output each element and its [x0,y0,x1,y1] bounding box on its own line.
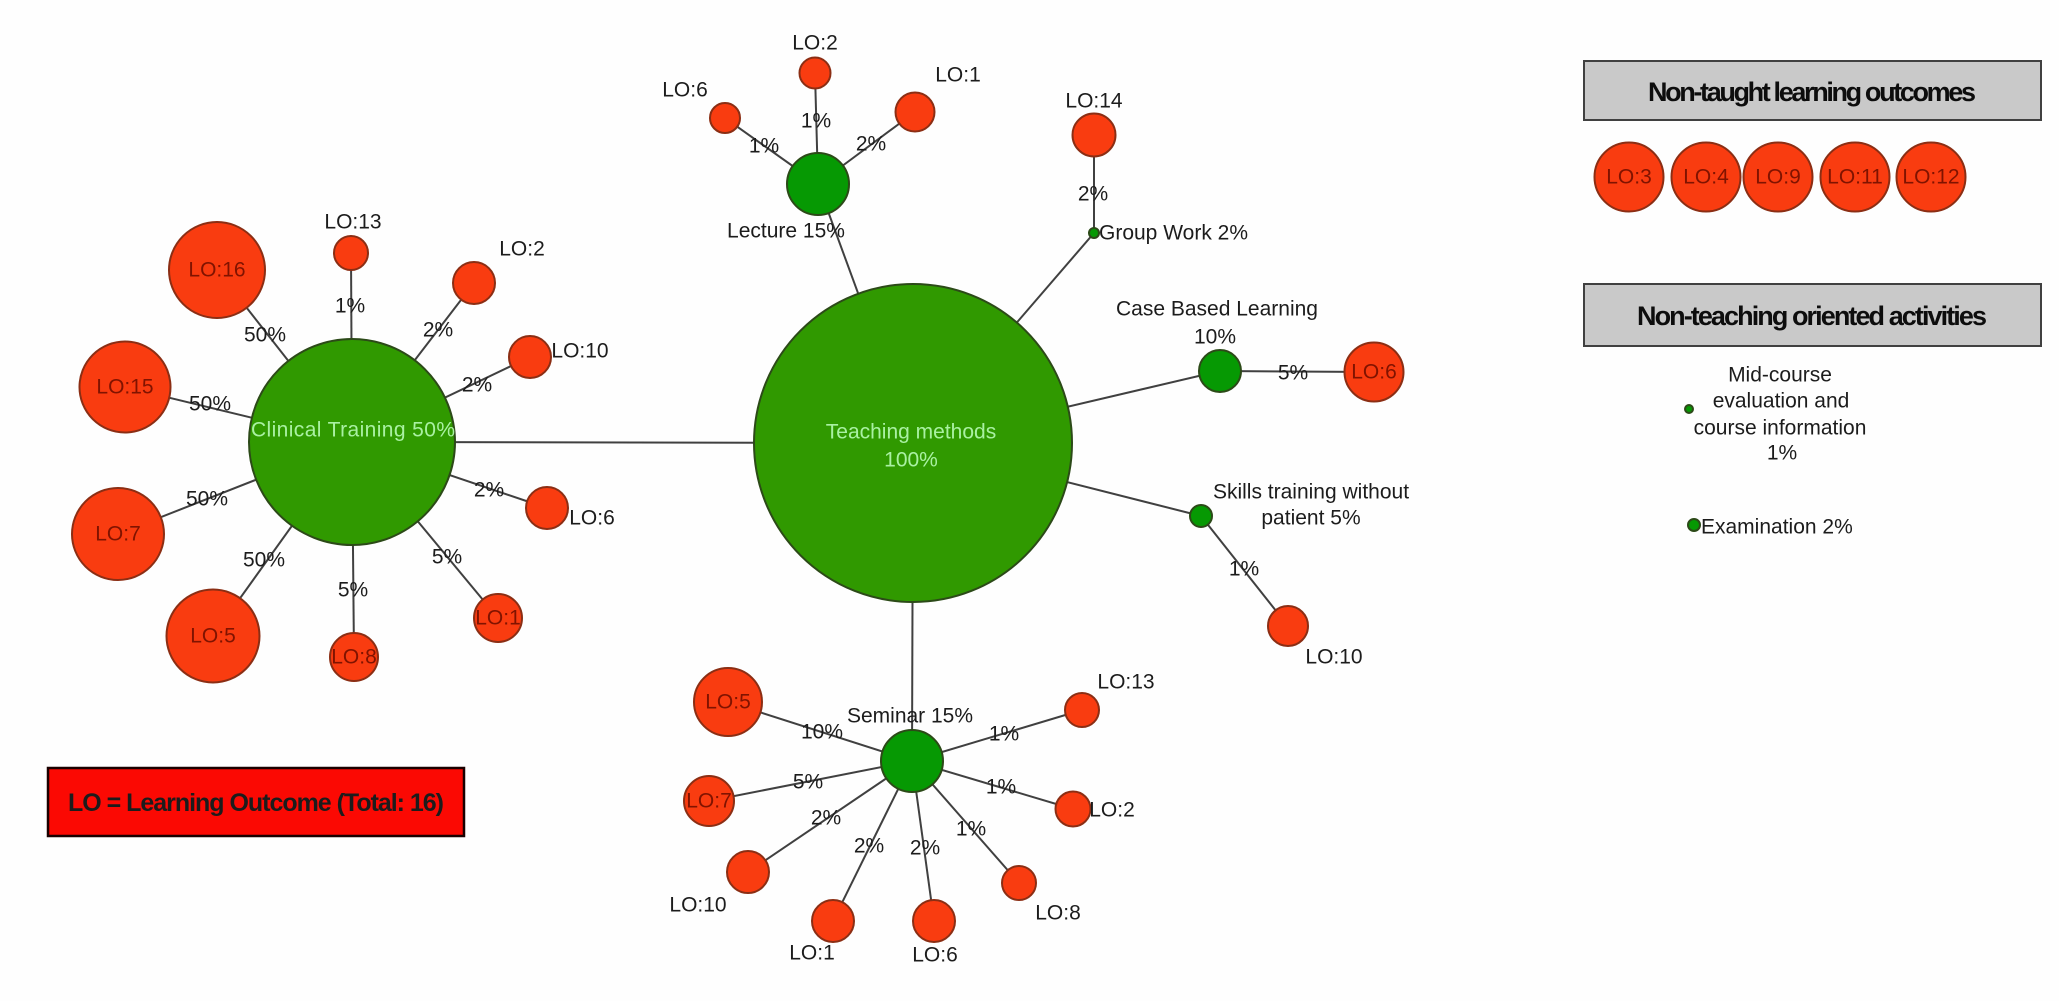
svg-text:Skills training without: Skills training without [1213,481,1409,504]
svg-text:Non-taught learning outcomes: Non-taught learning outcomes [1648,77,1976,107]
svg-text:2%: 2% [1078,183,1108,206]
svg-text:Mid-course: Mid-course [1728,364,1832,387]
svg-text:LO:13: LO:13 [324,211,381,234]
svg-text:5%: 5% [432,546,462,569]
svg-text:LO:12: LO:12 [1902,166,1959,189]
svg-text:LO:8: LO:8 [1035,902,1081,925]
svg-text:LO:2: LO:2 [499,238,545,261]
svg-text:LO:15: LO:15 [96,376,153,399]
svg-text:Case Based Learning: Case Based Learning [1116,298,1318,321]
svg-text:10%: 10% [1194,326,1236,349]
svg-text:LO:10: LO:10 [1305,646,1362,669]
svg-text:5%: 5% [1278,362,1308,385]
svg-text:LO:8: LO:8 [331,646,377,669]
svg-text:50%: 50% [189,393,231,416]
svg-text:Examination 2%: Examination 2% [1701,516,1853,539]
svg-text:LO:3: LO:3 [1606,166,1652,189]
svg-text:1%: 1% [335,295,365,318]
svg-text:2%: 2% [423,319,453,342]
svg-text:5%: 5% [793,771,823,794]
svg-text:1%: 1% [989,723,1019,746]
svg-text:LO:1: LO:1 [475,607,521,630]
svg-text:50%: 50% [243,549,285,572]
svg-text:2%: 2% [856,133,886,156]
svg-text:LO:6: LO:6 [569,507,615,530]
svg-text:50%: 50% [186,488,228,511]
svg-text:course information: course information [1694,417,1867,440]
svg-text:5%: 5% [338,579,368,602]
svg-text:LO = Learning Outcome (Total:: LO = Learning Outcome (Total: 16) [68,789,444,817]
svg-text:LO:16: LO:16 [188,259,245,282]
svg-text:LO:6: LO:6 [1351,361,1397,384]
svg-text:1%: 1% [1767,442,1797,465]
svg-text:LO:2: LO:2 [792,32,838,55]
svg-text:1%: 1% [801,110,831,133]
svg-text:Non-teaching oriented activiti: Non-teaching oriented activities [1637,301,1987,331]
svg-text:LO:7: LO:7 [95,523,141,546]
svg-text:1%: 1% [749,135,779,158]
svg-text:LO:2: LO:2 [1089,799,1135,822]
svg-text:LO:14: LO:14 [1065,90,1123,113]
svg-text:Seminar 15%: Seminar 15% [847,705,973,728]
svg-text:1%: 1% [986,776,1016,799]
svg-text:10%: 10% [801,721,843,744]
svg-text:LO:4: LO:4 [1683,166,1729,189]
svg-text:2%: 2% [910,837,940,860]
svg-text:2%: 2% [811,807,841,830]
svg-text:LO:5: LO:5 [705,691,751,714]
svg-text:2%: 2% [474,479,504,502]
svg-text:LO:6: LO:6 [662,79,708,102]
svg-text:LO:5: LO:5 [190,625,236,648]
svg-text:patient 5%: patient 5% [1261,507,1360,530]
svg-text:LO:1: LO:1 [789,942,835,965]
svg-text:LO:10: LO:10 [669,894,726,917]
svg-text:Group Work 2%: Group Work 2% [1099,222,1248,245]
svg-text:LO:6: LO:6 [912,944,958,967]
svg-text:LO:1: LO:1 [935,64,981,87]
svg-text:evaluation and: evaluation and [1713,390,1850,413]
svg-text:1%: 1% [956,818,986,841]
svg-text:LO:11: LO:11 [1827,166,1883,189]
svg-text:LO:9: LO:9 [1755,166,1801,189]
svg-text:LO:13: LO:13 [1097,671,1154,694]
svg-text:Teaching methods: Teaching methods [826,421,996,444]
svg-text:1%: 1% [1229,558,1259,581]
svg-text:100%: 100% [884,449,938,472]
svg-text:Clinical Training 50%: Clinical Training 50% [251,419,455,442]
svg-text:Lecture 15%: Lecture 15% [727,220,845,243]
svg-text:2%: 2% [854,835,884,858]
svg-text:LO:7: LO:7 [686,790,732,813]
svg-text:50%: 50% [244,324,286,347]
svg-text:LO:10: LO:10 [551,340,608,363]
svg-text:2%: 2% [462,374,492,397]
